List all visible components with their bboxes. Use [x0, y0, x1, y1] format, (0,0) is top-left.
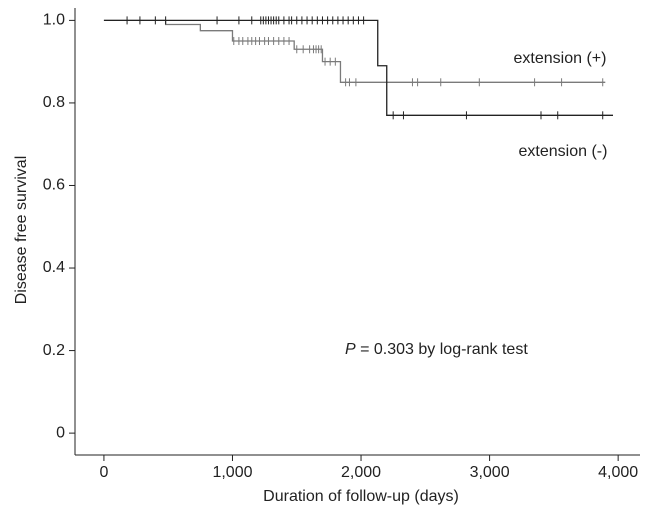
y-axis-label: Disease free survival: [13, 156, 30, 305]
x-tick-label: 2,000: [341, 464, 381, 481]
series-label: extension (+): [514, 50, 607, 67]
y-tick-label: 1.0: [43, 12, 65, 29]
y-tick-label: 0.8: [43, 94, 65, 111]
survival-curve: [103, 19, 614, 116]
series-label: extension (-): [519, 143, 608, 160]
y-tick-label: 0: [56, 424, 65, 441]
y-tick-label: 0.2: [43, 342, 65, 359]
x-axis-label: Duration of follow-up (days): [263, 488, 459, 505]
survival-curve: [103, 19, 606, 83]
annotation-var: P: [345, 341, 356, 358]
x-tick-label: 4,000: [598, 464, 638, 481]
y-tick-label: 0.4: [43, 259, 65, 276]
x-tick-label: 1,000: [212, 464, 252, 481]
y-tick-label: 0.6: [43, 177, 65, 194]
x-tick-label: 0: [99, 464, 108, 481]
annotation-text: = 0.303 by log-rank test: [356, 341, 529, 358]
annotation: P = 0.303 by log-rank test: [345, 341, 528, 358]
x-tick-label: 3,000: [470, 464, 510, 481]
